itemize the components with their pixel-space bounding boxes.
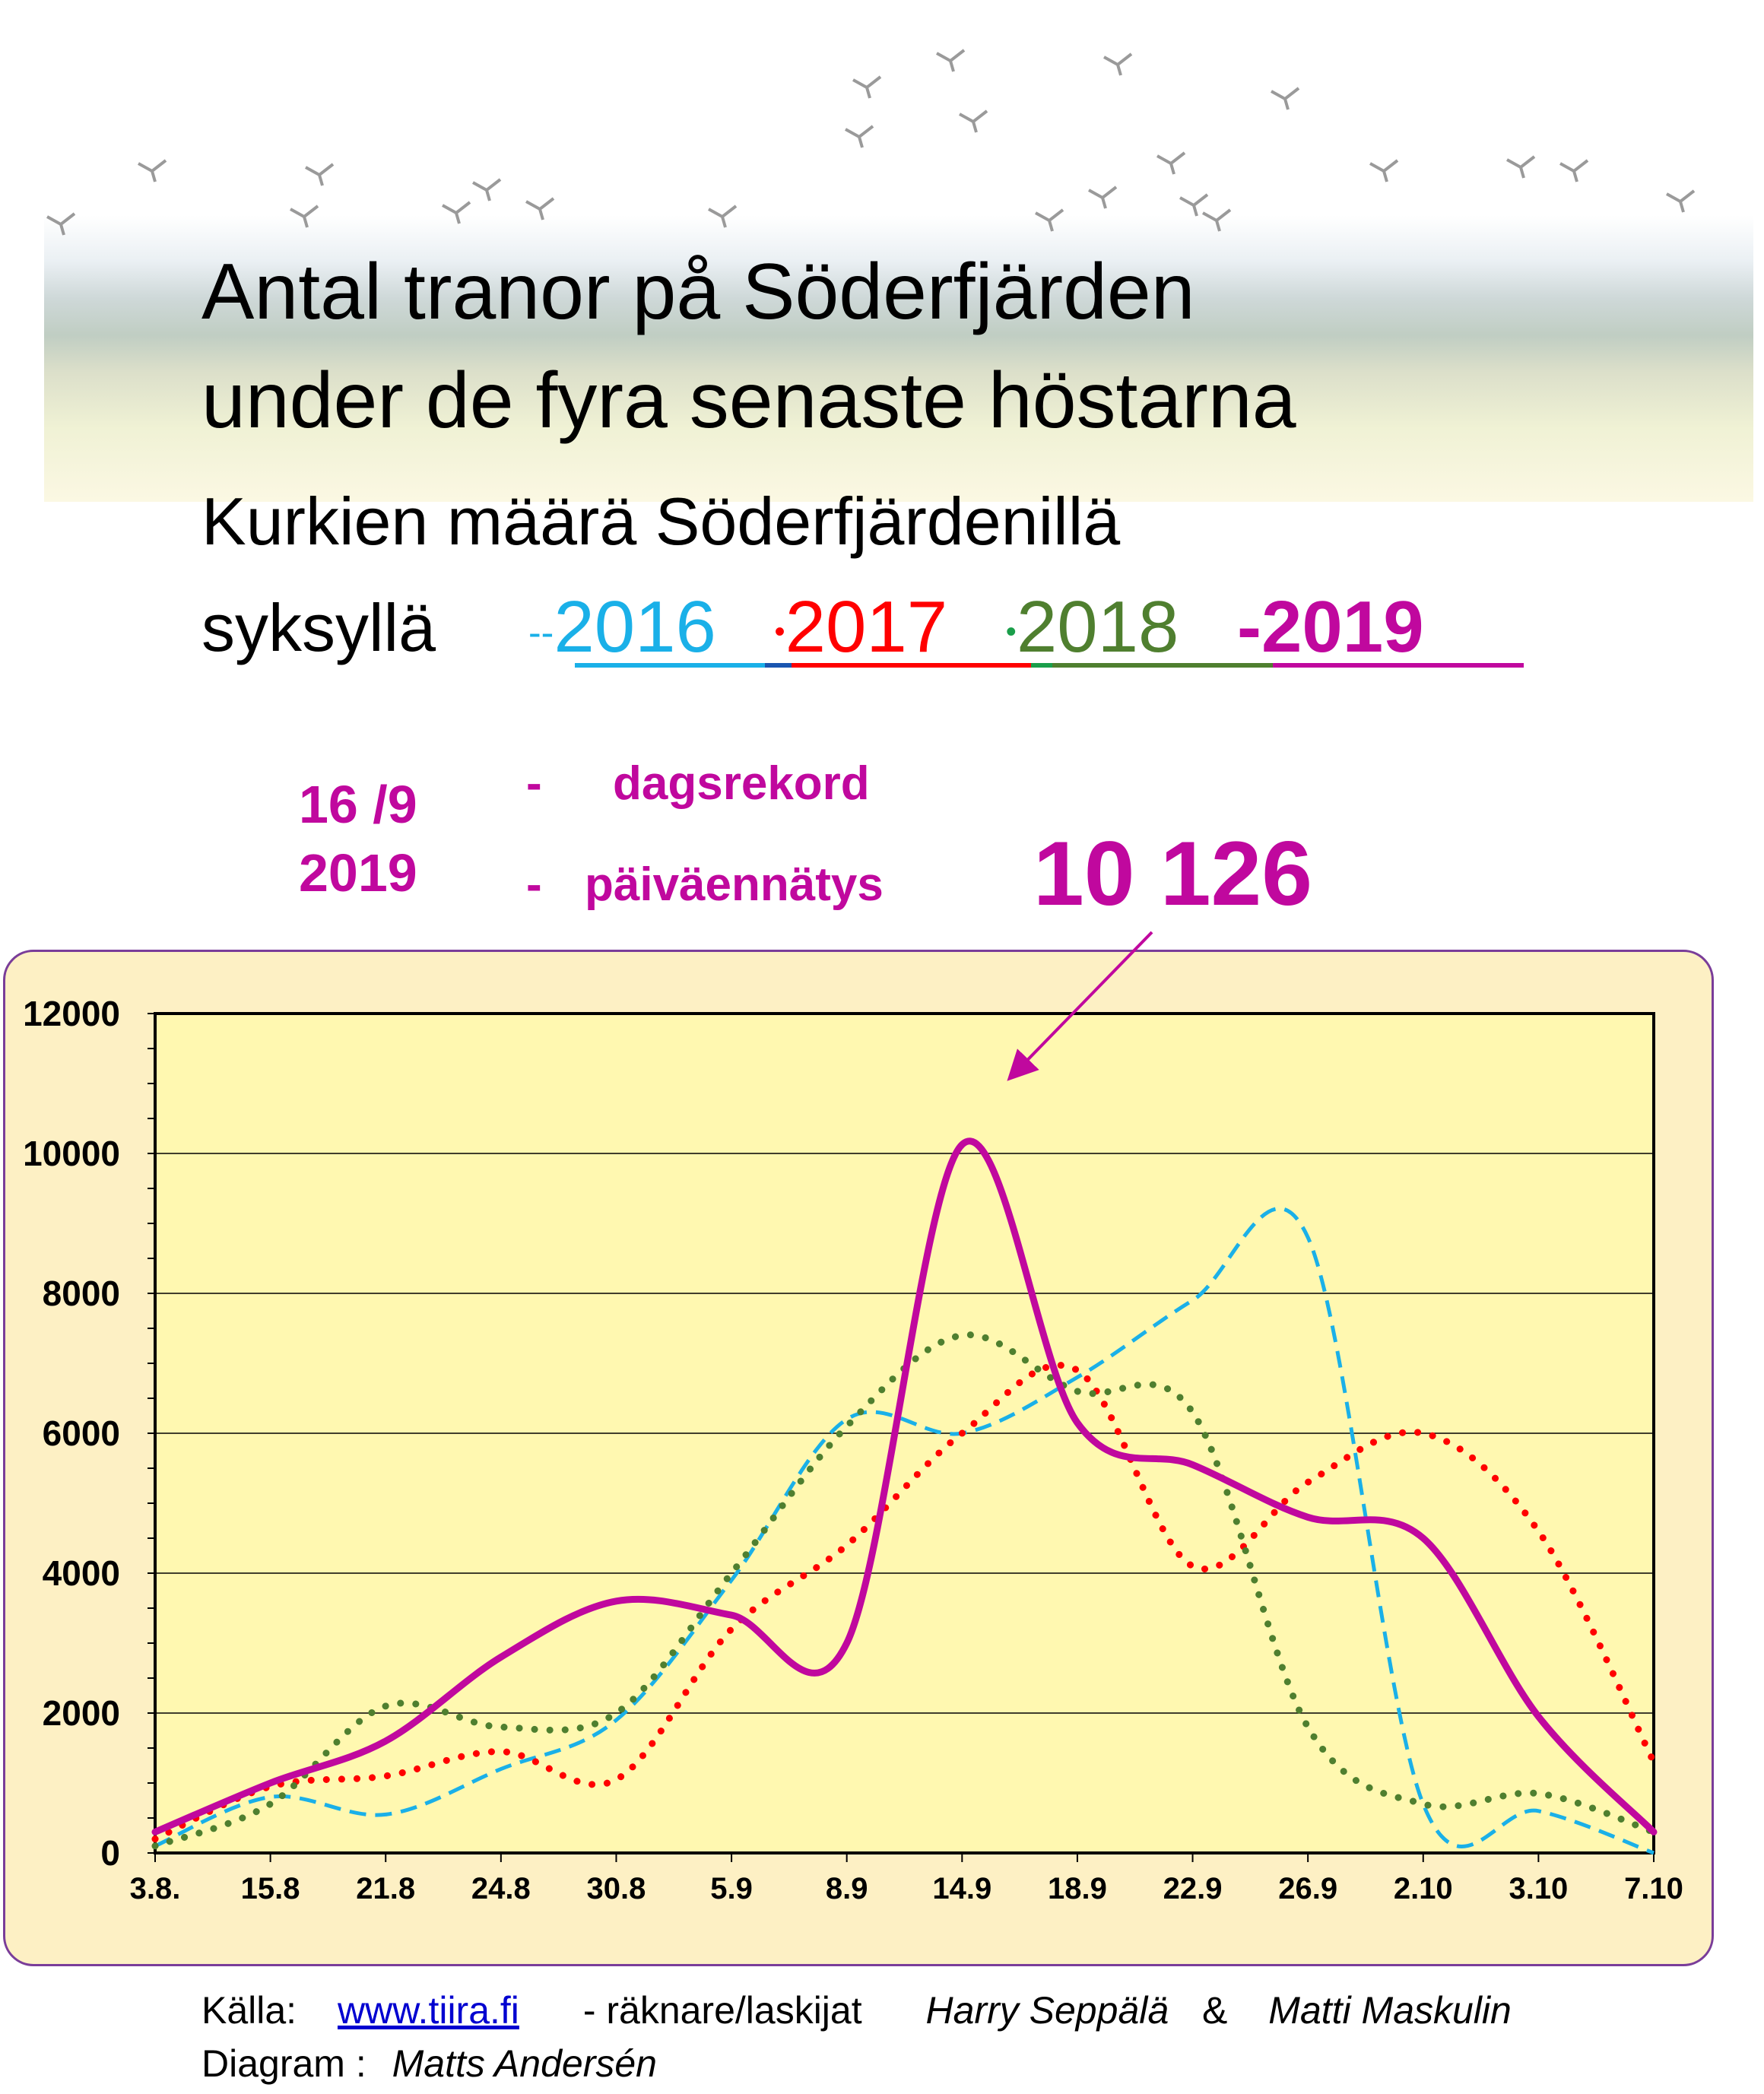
crane-silhouette-icon: [1506, 155, 1536, 179]
crane-silhouette-icon: [46, 212, 76, 236]
y-tick-label: 10000: [23, 1134, 120, 1173]
x-tick-label: 8.9: [826, 1872, 868, 1905]
crane-silhouette-icon: [845, 125, 874, 148]
x-tick-label: 14.9: [932, 1872, 991, 1905]
legend-2016: --2016: [528, 586, 716, 668]
crane-silhouette-icon: [1035, 208, 1064, 232]
y-tick-label: 12000: [23, 994, 120, 1033]
record-label-fi: päiväennätys: [585, 858, 884, 911]
y-tick-label: 0: [100, 1833, 120, 1873]
source-label: Källa:: [201, 1989, 297, 2032]
source-link[interactable]: www.tiira.fi: [337, 1989, 519, 2032]
x-tick-label: 5.9: [710, 1872, 753, 1905]
crane-silhouette-icon: [1088, 186, 1118, 209]
crane-silhouette-icon: [138, 159, 167, 182]
crane-silhouette-icon: [1271, 87, 1300, 110]
crane-silhouette-icon: [1179, 193, 1209, 217]
record-arrow: [1007, 931, 1153, 1081]
legend-underline-join: [765, 663, 792, 668]
record-label-sv: dagsrekord: [613, 757, 870, 810]
x-tick-label: 3.8.: [130, 1872, 181, 1905]
x-tick-label: 30.8: [587, 1872, 646, 1905]
series-line-2018: [151, 1331, 1658, 1850]
crane-silhouette-icon: [1369, 159, 1399, 182]
crane-silhouette-icon: [936, 49, 966, 72]
flying-cranes-decoration: [46, 49, 1696, 236]
record-year: 2019: [299, 843, 417, 903]
legend-underline-2018: [1052, 663, 1273, 668]
crane-silhouette-icon: [959, 109, 988, 133]
legend-underline-2016: [575, 663, 765, 668]
crane-silhouette-icon: [472, 178, 502, 201]
y-tick-label: 8000: [43, 1274, 120, 1313]
legend: --2016 •2017 •2018 -2019: [528, 585, 1424, 669]
title-line2: under de fyra senaste höstarna: [201, 357, 1296, 445]
crane-silhouette-icon: [1559, 159, 1589, 182]
x-tick-label: 21.8: [356, 1872, 415, 1905]
x-tick-label: 7.10: [1624, 1872, 1683, 1905]
crane-silhouette-icon: [1202, 208, 1232, 232]
legend-underline-2017: [792, 663, 1031, 668]
record-value: 10 126: [1033, 823, 1313, 925]
footer-source: Källa: www.tiira.fi - räknare/laskijat H…: [201, 1988, 1512, 2032]
y-tick-label: 2000: [43, 1693, 120, 1733]
crane-silhouette-icon: [1103, 52, 1133, 76]
crane-silhouette-icon: [852, 75, 882, 99]
legend-2019: -2019: [1237, 586, 1424, 668]
x-tick-label: 24.8: [471, 1872, 531, 1905]
legend-underline-join2: [1031, 663, 1052, 668]
crane-silhouette-icon: [290, 205, 319, 228]
ampersand: &: [1202, 1989, 1228, 2032]
crane-silhouette-icon: [525, 197, 555, 221]
series-line-2019: [151, 1137, 1658, 1835]
x-tick-label: 26.9: [1278, 1872, 1337, 1905]
x-tick-label: 15.8: [241, 1872, 300, 1905]
record-dash-fi: -: [526, 858, 542, 911]
crane-silhouette-icon: [1666, 189, 1696, 213]
x-tick-label: 18.9: [1048, 1872, 1107, 1905]
counter-1: Harry Seppälä: [925, 1989, 1169, 2032]
y-tick-label: 4000: [43, 1553, 120, 1593]
subtitle-line2: syksyllä: [201, 590, 436, 665]
cranes-photo-background: [44, 40, 1753, 502]
crane-silhouette-icon: [708, 205, 738, 228]
crane-silhouette-icon: [1156, 151, 1186, 175]
footer-diagram: Diagram : Matts Andersén: [201, 2042, 657, 2086]
counter-2: Matti Maskulin: [1268, 1989, 1512, 2032]
series-line-2016: [154, 1207, 1655, 1855]
record-date: 16 /9: [299, 775, 417, 834]
x-tick-label: 2.10: [1394, 1872, 1453, 1905]
x-tick-label: 22.9: [1163, 1872, 1223, 1905]
record-dash-sv: -: [526, 757, 542, 810]
legend-2017: •2017: [774, 586, 948, 668]
counters-label: - räknare/laskijat: [582, 1989, 862, 2032]
diagram-author: Matts Andersén: [392, 2042, 657, 2085]
legend-underline-2019: [1273, 663, 1524, 668]
x-tick-label: 3.10: [1509, 1872, 1568, 1905]
title-line1: Antal tranor på Söderfjärden: [201, 248, 1195, 336]
crane-silhouette-icon: [442, 201, 471, 224]
legend-2018: •2018: [1005, 586, 1179, 668]
crane-silhouette-icon: [305, 163, 335, 186]
y-tick-label: 6000: [43, 1413, 120, 1453]
subtitle-line1: Kurkien määrä Söderfjärdenillä: [201, 484, 1121, 559]
diagram-label: Diagram :: [201, 2042, 366, 2085]
